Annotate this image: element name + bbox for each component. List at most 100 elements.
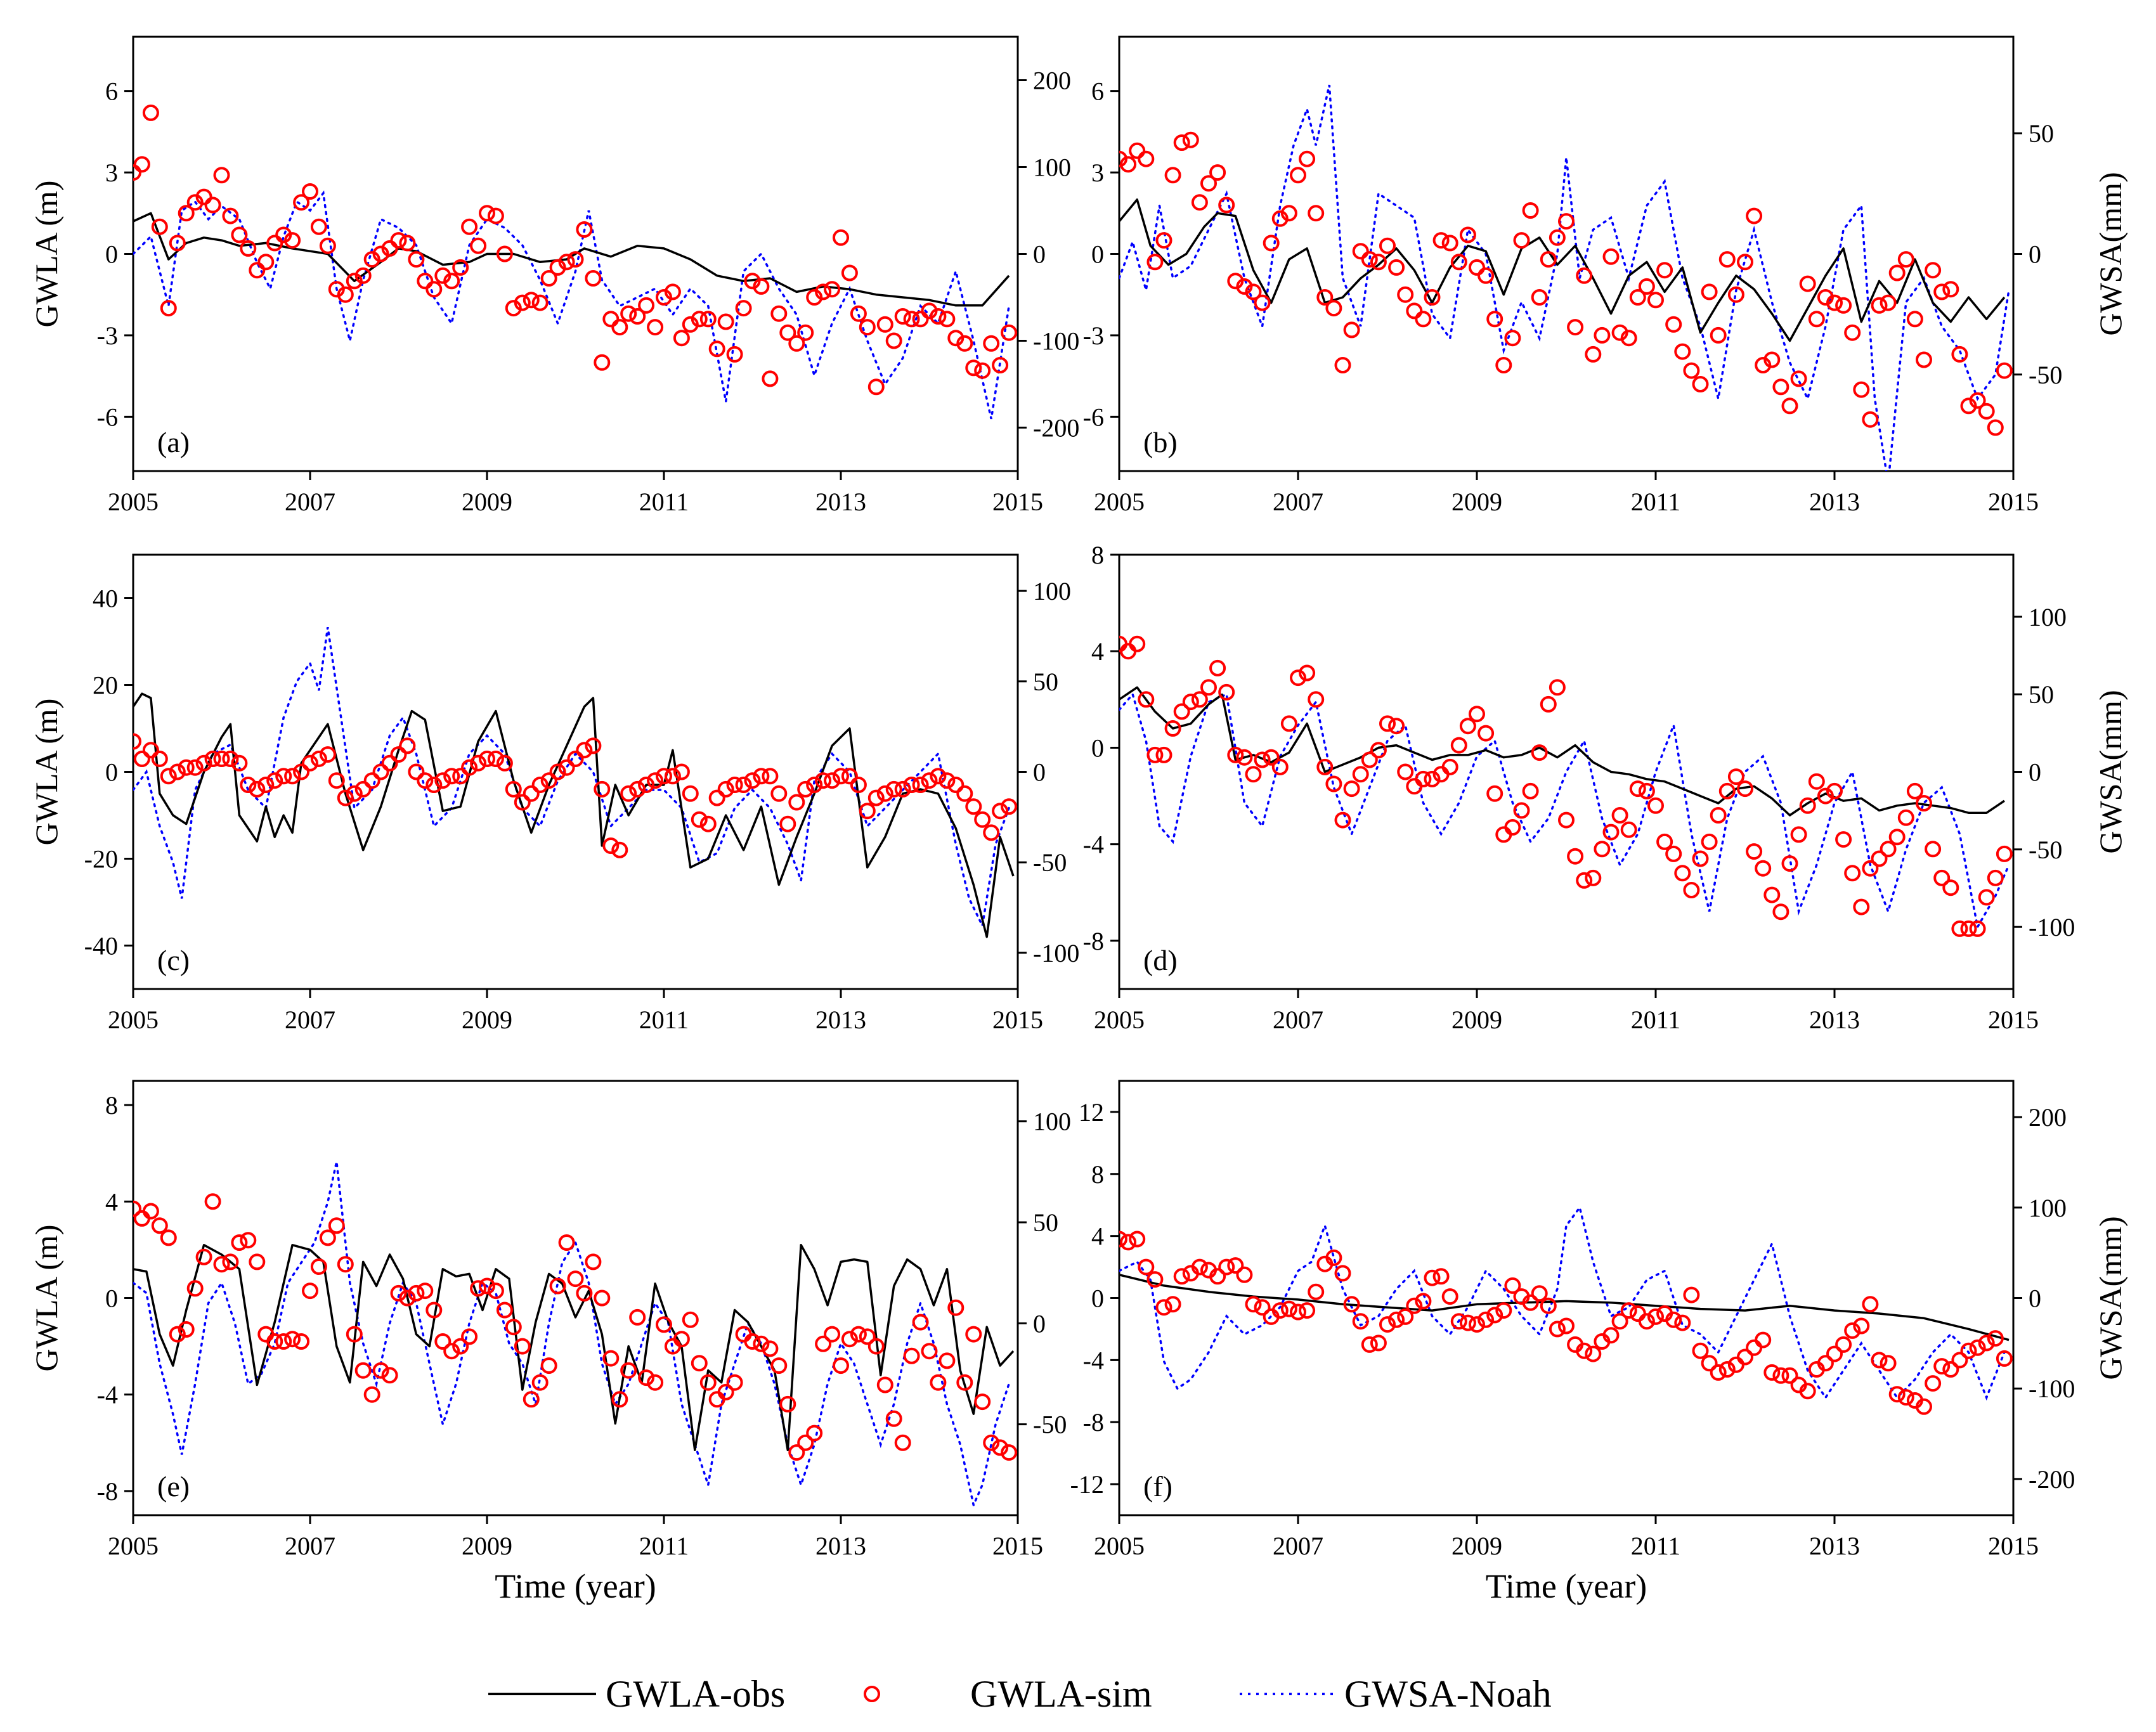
- panel-b-gwla-sim-point: [1531, 289, 1548, 306]
- panel-c-gwla-sim-point: [523, 785, 540, 802]
- panel-a-gwla-sim-point: [496, 245, 513, 262]
- panel-d-gwla-sim-point: [1799, 797, 1816, 814]
- panel-b-gwla-sim-point: [1379, 237, 1396, 254]
- panel-b-gwla-sim-point: [1880, 294, 1897, 311]
- panel-d-gwla-sim-point: [1844, 865, 1861, 882]
- panel-e-gwla-sim-point: [372, 1362, 389, 1379]
- panel-b-x-tick-label: 2005: [1094, 488, 1145, 516]
- panel-f-gwla-sim-point: [1299, 1302, 1316, 1319]
- panel-d-gwla-sim-point: [1334, 811, 1351, 829]
- panel-c-gwla-sim-point: [231, 754, 248, 772]
- panel-a-gwla-sim-point: [841, 264, 858, 281]
- panel-e-gwla-sim-point: [222, 1253, 239, 1270]
- panel-c-gwla-sim-point: [956, 785, 973, 802]
- panel-c-gwla-sim-point: [346, 785, 363, 802]
- panel-b-gwla-sim-point: [1558, 213, 1575, 230]
- panel-f-gwla-sim-point: [1844, 1322, 1861, 1339]
- panel-b-y2-tick-label: 50: [2029, 119, 2054, 148]
- panel-a-gwla-sim-point: [664, 283, 681, 301]
- panel-e-gwla-sim-point: [567, 1270, 584, 1288]
- panel-d-gwla-sim-point: [1218, 683, 1235, 701]
- panel-d-gwla-sim-point: [1379, 715, 1396, 732]
- panel-a-y-tick-label: -3: [97, 321, 118, 350]
- panel-d-gwla-sim-point: [1397, 763, 1414, 780]
- legend: GWLA-obs GWLA-sim GWSA-Noah: [488, 1673, 1552, 1715]
- panel-d-gwla-sim-point: [1352, 766, 1369, 783]
- panel-b-gwla-sim-point: [1334, 357, 1351, 373]
- panel-c-gwla-sim-point: [372, 763, 389, 780]
- panel-d-gwla-sim-point: [1200, 679, 1217, 696]
- panel-a-x-tick-label: 2015: [992, 488, 1043, 516]
- panel-e-gwla-sim-point: [160, 1229, 177, 1246]
- panel-f-gwla-sim-point: [1486, 1307, 1503, 1324]
- panel-f-gwla-sim-point: [1415, 1293, 1432, 1310]
- panel-a-gwla-sim-point: [753, 278, 770, 295]
- panel-c-gwla-sim-point: [992, 803, 1009, 820]
- panel-f-gwla-sim-point: [1862, 1296, 1879, 1313]
- panel-d-gwla-sim-point: [1701, 833, 1718, 850]
- panel-d-gwla-sim-point: [1790, 826, 1807, 843]
- panel-e-gwla-sim-point: [240, 1232, 257, 1249]
- panel-b-gwla-sim-point: [1942, 281, 1959, 298]
- panel-a-gwla-sim-point: [133, 156, 150, 173]
- panel-d-plot-area: [1119, 635, 2013, 937]
- panel-a-gwla-sim-point: [735, 300, 752, 317]
- panel-d-gwla-sim-point: [1826, 782, 1843, 799]
- panel-a-gwla-sim-point: [585, 270, 602, 287]
- panel-d-y-tick-label: -4: [1083, 830, 1104, 859]
- panel-f-gwla-sim-point: [1450, 1313, 1467, 1330]
- panel-a-gwla-sim-point: [965, 359, 982, 377]
- panel-f-gwla-sim-point: [1817, 1355, 1834, 1372]
- panel-b-gwla-sim-point: [1182, 131, 1199, 148]
- panel-a-gwla-sim-point: [788, 335, 805, 352]
- panel-d-gwla-sim-point: [1647, 797, 1664, 814]
- panel-f-gwla-sim-point: [1710, 1364, 1727, 1381]
- panel-c-gwla-sim-point: [673, 763, 690, 780]
- panel-b-gwla-sim-point: [1424, 289, 1441, 306]
- panel-b-gwla-sim-point: [1906, 311, 1923, 328]
- panel-b-gwla-sim-point: [1263, 235, 1280, 252]
- panel-d-y2-tick-label: 100: [2029, 603, 2067, 631]
- panel-b-gwla-sim-point: [1969, 392, 1986, 409]
- panel-f-gwla-sim-point: [1129, 1231, 1146, 1248]
- panel-c-gwla-sim-point: [302, 754, 318, 772]
- panel-d-series-gwla-obs: [1119, 686, 2005, 817]
- panel-c-gwla-sim-point: [833, 768, 849, 785]
- panel-f-gwla-sim-point: [1951, 1352, 1968, 1369]
- panel-f-gwla-sim-point: [1308, 1283, 1325, 1300]
- panel-c-x-tick-label: 2009: [462, 1005, 512, 1034]
- panel-b-y-tick-label: 3: [1091, 158, 1104, 187]
- panel-b-gwla-sim-point: [1996, 362, 2013, 379]
- panel-b-gwla-sim-point: [1254, 294, 1271, 311]
- panel-a-gwla-sim-point: [824, 281, 841, 298]
- panel-d-gwla-sim-point: [1933, 869, 1951, 886]
- panel-f-gwla-sim-point: [1334, 1265, 1351, 1282]
- panel-d-gwla-sim-point: [1781, 855, 1798, 872]
- panel-b-gwla-sim-point: [1594, 326, 1611, 344]
- panel-b-x-tick-label: 2015: [1988, 488, 2039, 516]
- panel-e-x-tick-label: 2005: [108, 1532, 159, 1560]
- panel-e-gwla-sim-point: [770, 1357, 788, 1374]
- panel-a-gwla-sim-point: [354, 267, 372, 284]
- panel-f-y-tick-label: -8: [1083, 1408, 1104, 1437]
- panel-a-gwla-sim-point: [974, 362, 991, 379]
- panel-b-gwla-sim-point: [1406, 302, 1423, 320]
- panel-b-gwla-sim-point: [1871, 297, 1888, 314]
- panel-b-gwla-sim-point: [1486, 311, 1503, 328]
- panel-c-y-tick-label: 20: [93, 671, 118, 700]
- panel-c-gwla-sim-point: [496, 754, 513, 772]
- panel-c-gwla-sim-point: [240, 777, 257, 793]
- panel-c-gwla-sim-point: [514, 794, 531, 811]
- panel-d-gwla-sim-point: [1343, 780, 1360, 798]
- panel-a-gwla-sim-point: [195, 188, 212, 205]
- panel-b-gwla-sim-point: [1352, 243, 1369, 260]
- panel-e-gwla-sim-point: [505, 1319, 522, 1336]
- panel-e-x-tick-label: 2011: [639, 1532, 689, 1560]
- panel-a-gwla-sim-point: [266, 235, 283, 252]
- panel-b-gwla-sim-point: [1299, 150, 1316, 167]
- panel-b-gwla-sim-point: [1540, 251, 1557, 268]
- panel-c-gwla-sim-point: [354, 780, 372, 798]
- panel-e-x-tick-label: 2015: [992, 1532, 1043, 1560]
- panel-e-gwla-sim-point: [231, 1234, 248, 1251]
- panel-e-gwla-sim-point: [558, 1234, 575, 1251]
